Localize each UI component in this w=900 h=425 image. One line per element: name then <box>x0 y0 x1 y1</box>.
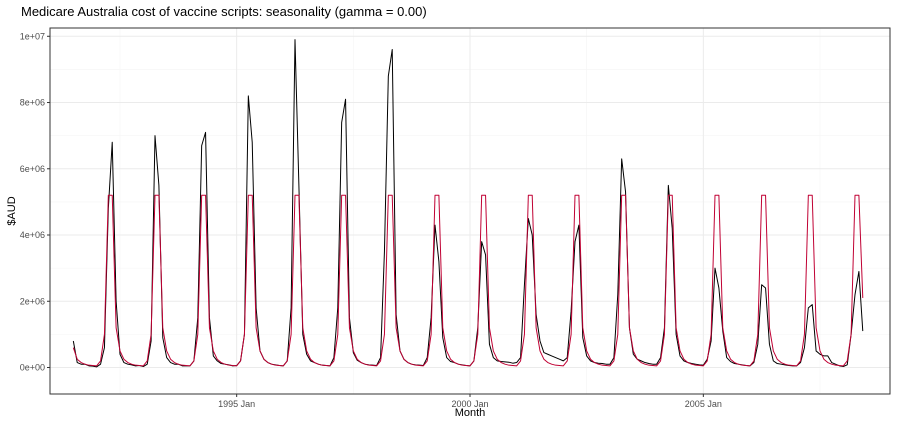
series-layer <box>72 39 864 368</box>
y-tick-label: 0e+00 <box>20 363 45 373</box>
x-axis: 1995 Jan 2000 Jan 2005 Jan <box>218 394 722 409</box>
series-line-2 <box>72 194 864 367</box>
x-tick-label: 2005 Jan <box>685 399 722 409</box>
chart-title: Medicare Australia cost of vaccine scrip… <box>21 4 427 19</box>
y-tick-label: 2e+06 <box>20 296 45 306</box>
grid <box>50 28 890 394</box>
y-tick-label: 8e+06 <box>20 98 45 108</box>
x-axis-title: Month <box>455 407 486 419</box>
x-tick-label: 1995 Jan <box>218 399 255 409</box>
y-axis-title: $AUD <box>6 196 18 225</box>
y-axis: 0e+00 2e+06 4e+06 6e+06 8e+06 1e+07 <box>20 31 50 373</box>
series-line-1 <box>72 39 864 368</box>
x-tick-label: 2000 Jan <box>451 399 488 409</box>
y-tick-label: 6e+06 <box>20 164 45 174</box>
y-tick-label: 4e+06 <box>20 230 45 240</box>
y-tick-label: 1e+07 <box>20 31 45 41</box>
